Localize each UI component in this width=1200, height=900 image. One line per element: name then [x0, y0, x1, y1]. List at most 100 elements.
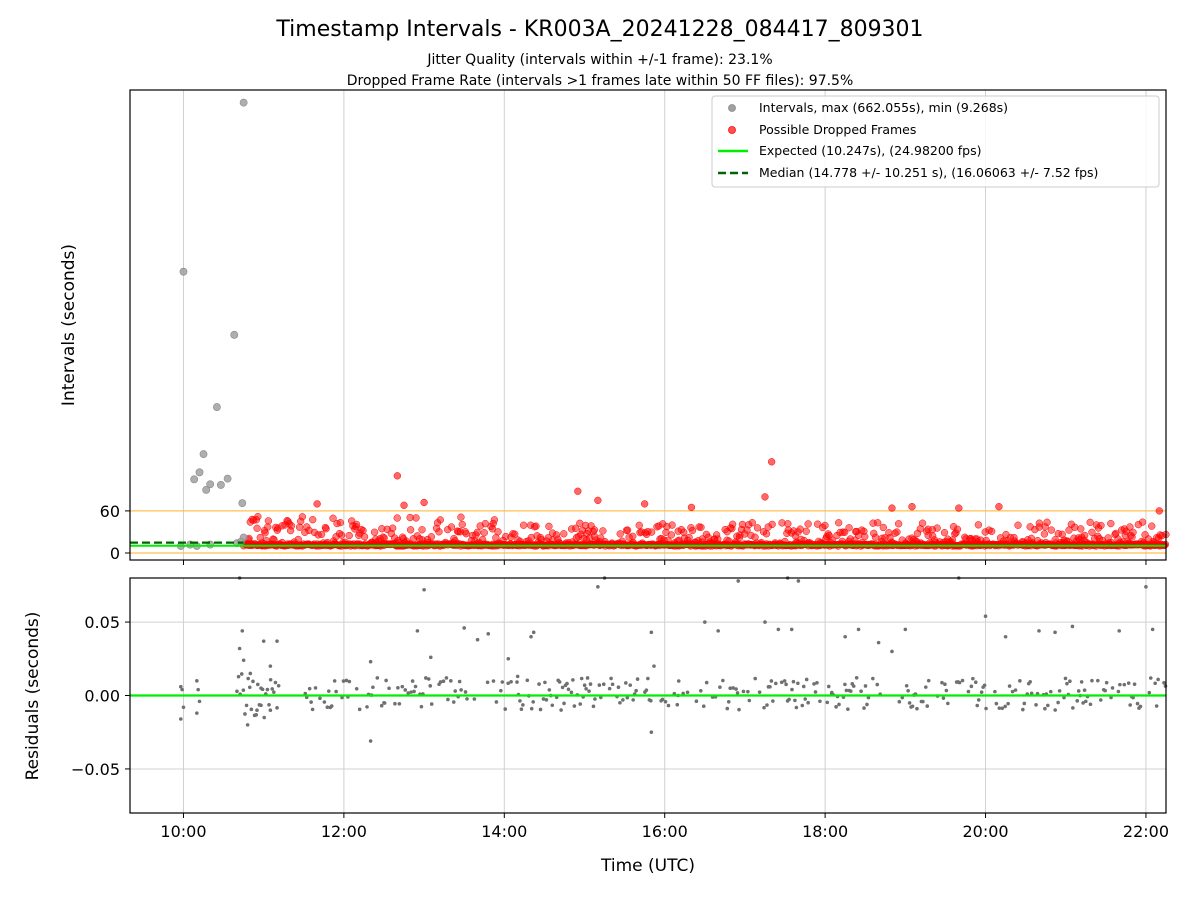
residual-point: [1037, 629, 1041, 633]
residual-point: [984, 706, 988, 711]
residual-point: [806, 700, 810, 705]
residual-point: [259, 703, 263, 708]
residual-point: [1071, 706, 1075, 710]
residual-point: [368, 659, 373, 664]
residual-point: [529, 706, 534, 711]
legend-label-dropped: Possible Dropped Frames: [759, 122, 916, 137]
residual-point: [197, 699, 202, 704]
residual-point: [975, 703, 980, 708]
residual-point: [983, 614, 988, 618]
residual-point: [246, 676, 250, 681]
residual-point: [796, 681, 800, 686]
residual-point: [1003, 704, 1007, 709]
residual-point: [1083, 699, 1088, 704]
residual-point: [409, 690, 413, 694]
residual-point: [588, 682, 593, 686]
legend-frame: [711, 95, 1160, 188]
residual-point: [449, 679, 453, 683]
interval-point: [202, 485, 211, 494]
residual-point: [318, 696, 322, 701]
dropped-frame-point: [1097, 521, 1105, 530]
residual-point: [725, 706, 730, 711]
residual-point: [243, 712, 247, 716]
residual-point: [815, 680, 819, 685]
residual-point: [1156, 677, 1160, 682]
residual-point: [565, 681, 569, 686]
residual-point: [757, 690, 762, 694]
residual-point: [247, 685, 252, 690]
residual-point: [846, 707, 850, 711]
residual-point: [357, 707, 362, 712]
legend-label-median: Median (14.778 +/- 10.251 s), (16.06063 …: [759, 165, 1098, 180]
residual-point: [791, 679, 796, 684]
residual-point: [543, 680, 547, 685]
residual-point: [976, 698, 981, 702]
residual-point: [465, 697, 469, 701]
residual-point: [387, 686, 391, 691]
residual-point: [649, 630, 654, 635]
dropped-frame-point: [322, 525, 330, 533]
residual-point: [997, 706, 1002, 710]
residual-point: [794, 705, 799, 710]
dropped-frame-point: [313, 500, 321, 508]
residual-point: [521, 703, 525, 707]
dropped-frame-point: [762, 530, 771, 538]
dropped-frame-point: [861, 532, 869, 541]
residual-point: [634, 688, 638, 693]
residual-point: [804, 677, 809, 682]
dropped-frame-point: [317, 530, 326, 539]
residual-point: [957, 680, 962, 685]
residual-point: [1128, 703, 1132, 707]
residual-point: [854, 675, 859, 680]
residual-point: [813, 690, 818, 694]
residual-point: [579, 676, 584, 681]
residual-point: [261, 639, 266, 643]
residual-point: [1104, 680, 1109, 685]
residual-point: [341, 679, 346, 683]
dropped-frame-point: [623, 526, 632, 534]
residual-point: [582, 683, 587, 688]
residual-point: [897, 699, 902, 704]
dropped-frame-point: [874, 519, 882, 527]
interval-point: [206, 480, 215, 489]
residual-point: [1056, 700, 1060, 705]
residual-point: [254, 713, 258, 717]
residual-point: [616, 685, 621, 690]
residual-point: [237, 646, 242, 651]
residual-point: [544, 698, 549, 702]
intervals-axes-frame: [129, 89, 1167, 561]
residual-point: [441, 679, 446, 684]
dropped-frame-point: [1040, 530, 1049, 538]
residual-point: [334, 689, 338, 694]
dropped-frame-point: [738, 520, 747, 529]
dropped-frame-point: [336, 518, 345, 527]
residual-point: [941, 696, 946, 700]
residual-point: [332, 679, 337, 683]
residual-point: [1028, 679, 1032, 684]
residual-point: [1000, 706, 1005, 711]
interval-point: [230, 330, 239, 339]
residual-point: [1081, 701, 1085, 705]
residual-point: [1082, 688, 1087, 693]
dropped-frame-point: [918, 519, 927, 527]
residual-point: [789, 627, 794, 632]
residual-point: [993, 689, 997, 694]
residual-point: [531, 630, 536, 635]
residual-point: [255, 682, 260, 687]
residual-point: [915, 706, 919, 711]
dropped-frame-point: [337, 531, 346, 539]
residual-point: [307, 686, 312, 691]
x-tick-label: 20:00: [962, 822, 1008, 841]
residual-point: [322, 700, 327, 704]
residual-point: [410, 679, 415, 683]
residual-point: [569, 690, 574, 695]
residual-point: [624, 681, 628, 685]
residual-point: [593, 697, 597, 701]
residual-point: [784, 682, 788, 687]
residual-point: [515, 674, 520, 679]
dropped-frame-point: [953, 525, 962, 533]
residual-point: [459, 688, 463, 692]
residual-point: [1144, 585, 1148, 589]
residual-point: [566, 687, 571, 692]
x-tick-label: 12:00: [321, 822, 367, 841]
